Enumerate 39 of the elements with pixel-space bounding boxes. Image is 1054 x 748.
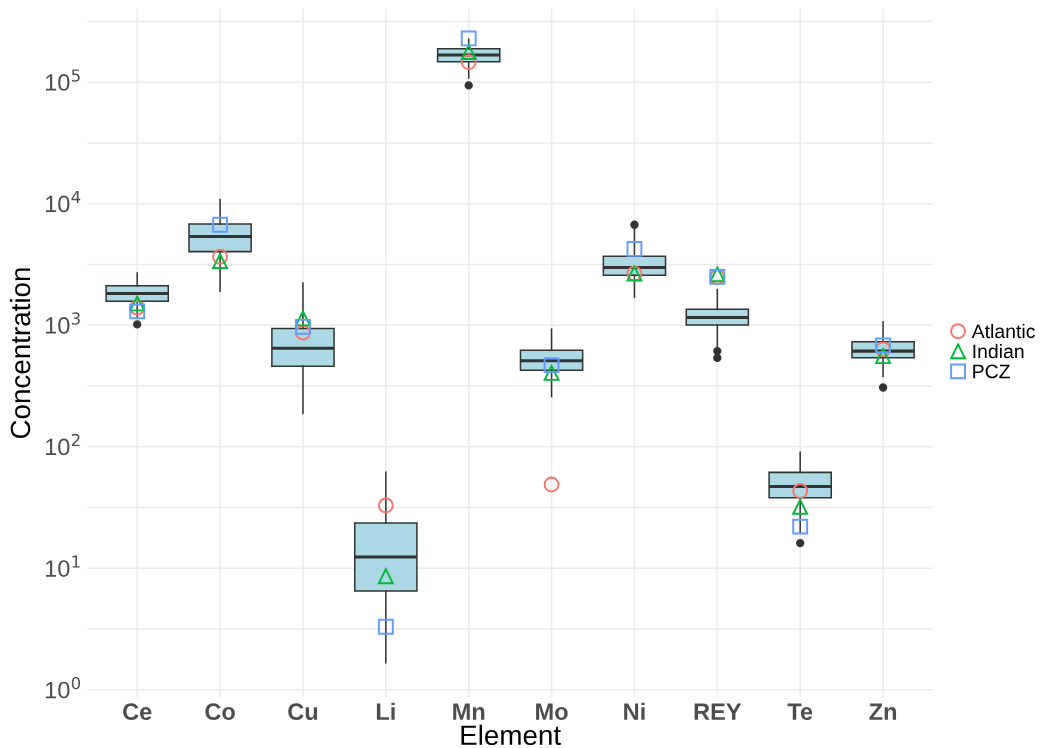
y-tick-label: 10$^{0}$	[45, 676, 81, 699]
point	[129, 295, 146, 312]
point	[460, 44, 477, 60]
point	[792, 518, 809, 535]
point	[212, 248, 228, 265]
x-tick-label: Ni	[624, 702, 645, 720]
y-tick-label: 10$^{5}$	[45, 69, 80, 91]
legend-label: Indian	[973, 343, 1024, 359]
x-tick-label: Cu	[288, 703, 318, 721]
point	[295, 310, 311, 327]
y-tick-label: 10$^{1}$	[45, 555, 80, 577]
x-tick-label: REY	[694, 703, 742, 720]
point	[377, 497, 394, 514]
point	[377, 618, 394, 635]
point	[377, 568, 394, 585]
x-tick-label: Mn	[453, 703, 485, 720]
x-tick-label: Co	[205, 703, 235, 721]
point	[792, 498, 809, 515]
point	[543, 476, 560, 493]
point	[460, 30, 477, 47]
x-tick-label: Mo	[536, 703, 568, 721]
point	[295, 318, 311, 335]
point	[543, 364, 560, 381]
y-tick-label: 10$^{3}$	[45, 312, 80, 334]
y-tick-label: 10$^{4}$	[45, 190, 81, 213]
x-tick-label: Zn	[869, 703, 897, 720]
x-axis-title: Element	[461, 724, 561, 746]
point	[626, 241, 643, 257]
x-tick-label: Ce	[123, 703, 152, 721]
point	[129, 303, 146, 320]
point	[460, 54, 477, 71]
point	[212, 216, 228, 233]
y-tick-label: 10$^{2}$	[45, 433, 80, 456]
point	[212, 253, 228, 269]
x-tick-label: Te	[787, 703, 813, 721]
legend-label: Atlantic	[971, 323, 1035, 339]
x-tick-label: Li	[376, 702, 395, 720]
y-axis-title: Concentration	[9, 268, 31, 439]
legend-label: PCZ	[973, 364, 1010, 379]
